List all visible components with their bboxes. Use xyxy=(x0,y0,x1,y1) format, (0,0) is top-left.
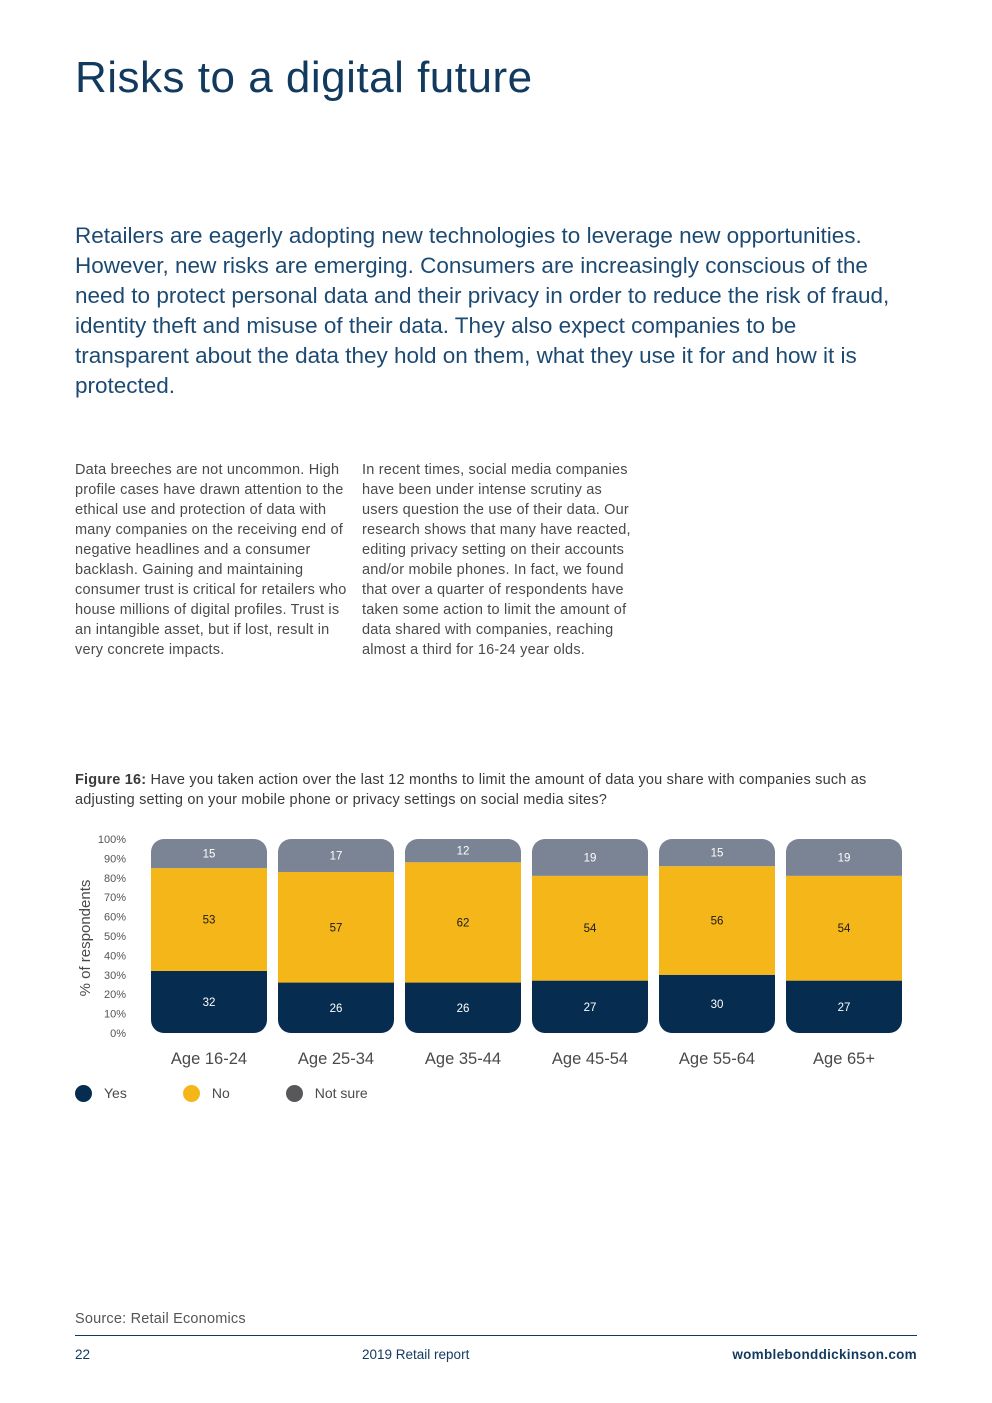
legend-item-yes: Yes xyxy=(75,1084,153,1102)
y-tick-label: 50% xyxy=(104,931,126,943)
bar-group-age-25-34 xyxy=(278,839,394,1033)
x-axis: Age 16-24 Age 25-34 Age 35-44 Age 45-54 Age … xyxy=(171,1050,875,1068)
y-tick-label: 40% xyxy=(104,950,126,962)
legend-item-no: No xyxy=(182,1084,256,1102)
legend-dot-yes xyxy=(75,1084,92,1102)
chart-legend: Yes No Not sure xyxy=(75,1082,398,1104)
figure-question: Have you taken action over the last 12 m… xyxy=(75,772,867,808)
x-tick-label: Age 16-24 xyxy=(171,1050,247,1068)
legend-label-yes: Yes xyxy=(104,1085,127,1101)
legend-item-not-sure: Not sure xyxy=(285,1084,368,1102)
data-label: 56 xyxy=(711,915,724,927)
bars: 32 53 15 26 57 17 26 62 12 27 54 19 30 56 15 27 54 19 xyxy=(151,839,902,1033)
data-label: 19 xyxy=(838,852,851,864)
data-label: 17 xyxy=(330,850,343,862)
bar-segment-not-sure xyxy=(278,839,394,872)
x-tick-label: Age 65+ xyxy=(813,1050,875,1068)
data-label: 27 xyxy=(584,1002,597,1014)
page-number: 22 xyxy=(75,1347,91,1362)
stacked-bar-chart: 0% 10% 20% 30% 40% 50% 60% 70% 80% 90% 100% % of r… xyxy=(77,834,902,1068)
data-label: 26 xyxy=(457,1003,470,1015)
legend-label-no: No xyxy=(211,1085,230,1101)
bar-segment-no xyxy=(786,875,902,981)
data-label: 30 xyxy=(711,999,724,1011)
bar-segment-not-sure xyxy=(659,839,775,867)
data-label: 57 xyxy=(330,922,343,934)
figure-label: Figure 16: xyxy=(75,772,147,788)
page-title: Risks to a digital future xyxy=(75,53,533,102)
bar-segment-no xyxy=(151,868,267,971)
bar-group-age-35-44 xyxy=(405,839,521,1033)
data-label: 15 xyxy=(711,848,724,860)
figure-caption: Figure 16: Have you taken action over th… xyxy=(75,770,915,810)
legend-dot-no xyxy=(182,1084,200,1102)
x-tick-label: Age 45-54 xyxy=(552,1050,628,1068)
y-tick-label: 70% xyxy=(104,892,126,904)
bar-segment-not-sure xyxy=(532,839,648,876)
bar-group-age-16-24 xyxy=(151,839,267,1033)
data-label: 54 xyxy=(584,923,597,935)
figure-source: Source: Retail Economics xyxy=(75,1311,246,1327)
y-axis: 0% 10% 20% 30% 40% 50% 60% 70% 80% 90% 100% xyxy=(98,834,126,1040)
x-tick-label: Age 35-44 xyxy=(425,1050,501,1068)
bar-segment-yes xyxy=(659,974,775,1033)
bar-segment-no xyxy=(405,862,521,983)
x-tick-label: Age 55-64 xyxy=(679,1050,755,1068)
intro-paragraph: Retailers are eagerly adopting new techn… xyxy=(75,223,890,398)
y-tick-label: 60% xyxy=(104,912,126,924)
y-tick-label: 0% xyxy=(110,1028,126,1040)
website-link[interactable]: womblebonddickinson.com xyxy=(732,1347,917,1362)
bar-segment-yes xyxy=(151,970,267,1033)
body-column-1: Data breeches are not uncommon. High pro… xyxy=(75,462,347,658)
y-tick-label: 100% xyxy=(98,834,126,846)
bar-segment-not-sure xyxy=(405,839,521,863)
data-label: 53 xyxy=(203,915,216,927)
legend-label-not-sure: Not sure xyxy=(314,1085,368,1101)
bar-segment-no xyxy=(659,866,775,975)
body-column-2: In recent times, social media companies … xyxy=(362,462,631,658)
bar-group-age-65- xyxy=(786,839,902,1033)
bar-segment-no xyxy=(278,871,394,983)
footer-divider xyxy=(75,1335,917,1336)
y-axis-label: % of respondents xyxy=(77,880,94,997)
bar-segment-no xyxy=(532,875,648,981)
y-tick-label: 30% xyxy=(104,970,126,982)
data-label: 32 xyxy=(203,997,216,1009)
data-label: 15 xyxy=(203,849,216,861)
bar-segment-yes xyxy=(532,980,648,1033)
bar-group-age-45-54 xyxy=(532,839,648,1033)
y-tick-label: 80% xyxy=(104,873,126,885)
legend-dot-not-sure xyxy=(285,1084,303,1102)
bar-segment-not-sure xyxy=(786,839,902,876)
data-label: 26 xyxy=(330,1003,343,1015)
data-label: 12 xyxy=(457,846,470,858)
bar-group-age-55-64 xyxy=(659,839,775,1033)
x-tick-label: Age 25-34 xyxy=(298,1050,374,1068)
bar-segment-yes xyxy=(278,982,394,1033)
bar-segment-yes xyxy=(786,980,902,1033)
y-tick-label: 20% xyxy=(104,989,126,1001)
data-label: 19 xyxy=(584,852,597,864)
y-tick-label: 90% xyxy=(104,853,126,865)
data-label: 27 xyxy=(838,1002,851,1014)
report-name: 2019 Retail report xyxy=(362,1347,470,1362)
bar-segment-yes xyxy=(405,982,521,1033)
data-label: 62 xyxy=(457,917,470,929)
data-label: 54 xyxy=(838,923,851,935)
bar-segment-not-sure xyxy=(151,839,267,869)
y-tick-label: 10% xyxy=(104,1009,126,1021)
